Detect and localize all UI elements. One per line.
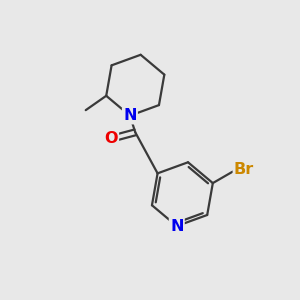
Text: Br: Br [234, 162, 254, 177]
Text: N: N [123, 108, 137, 123]
Text: N: N [170, 219, 184, 234]
Text: O: O [104, 131, 118, 146]
